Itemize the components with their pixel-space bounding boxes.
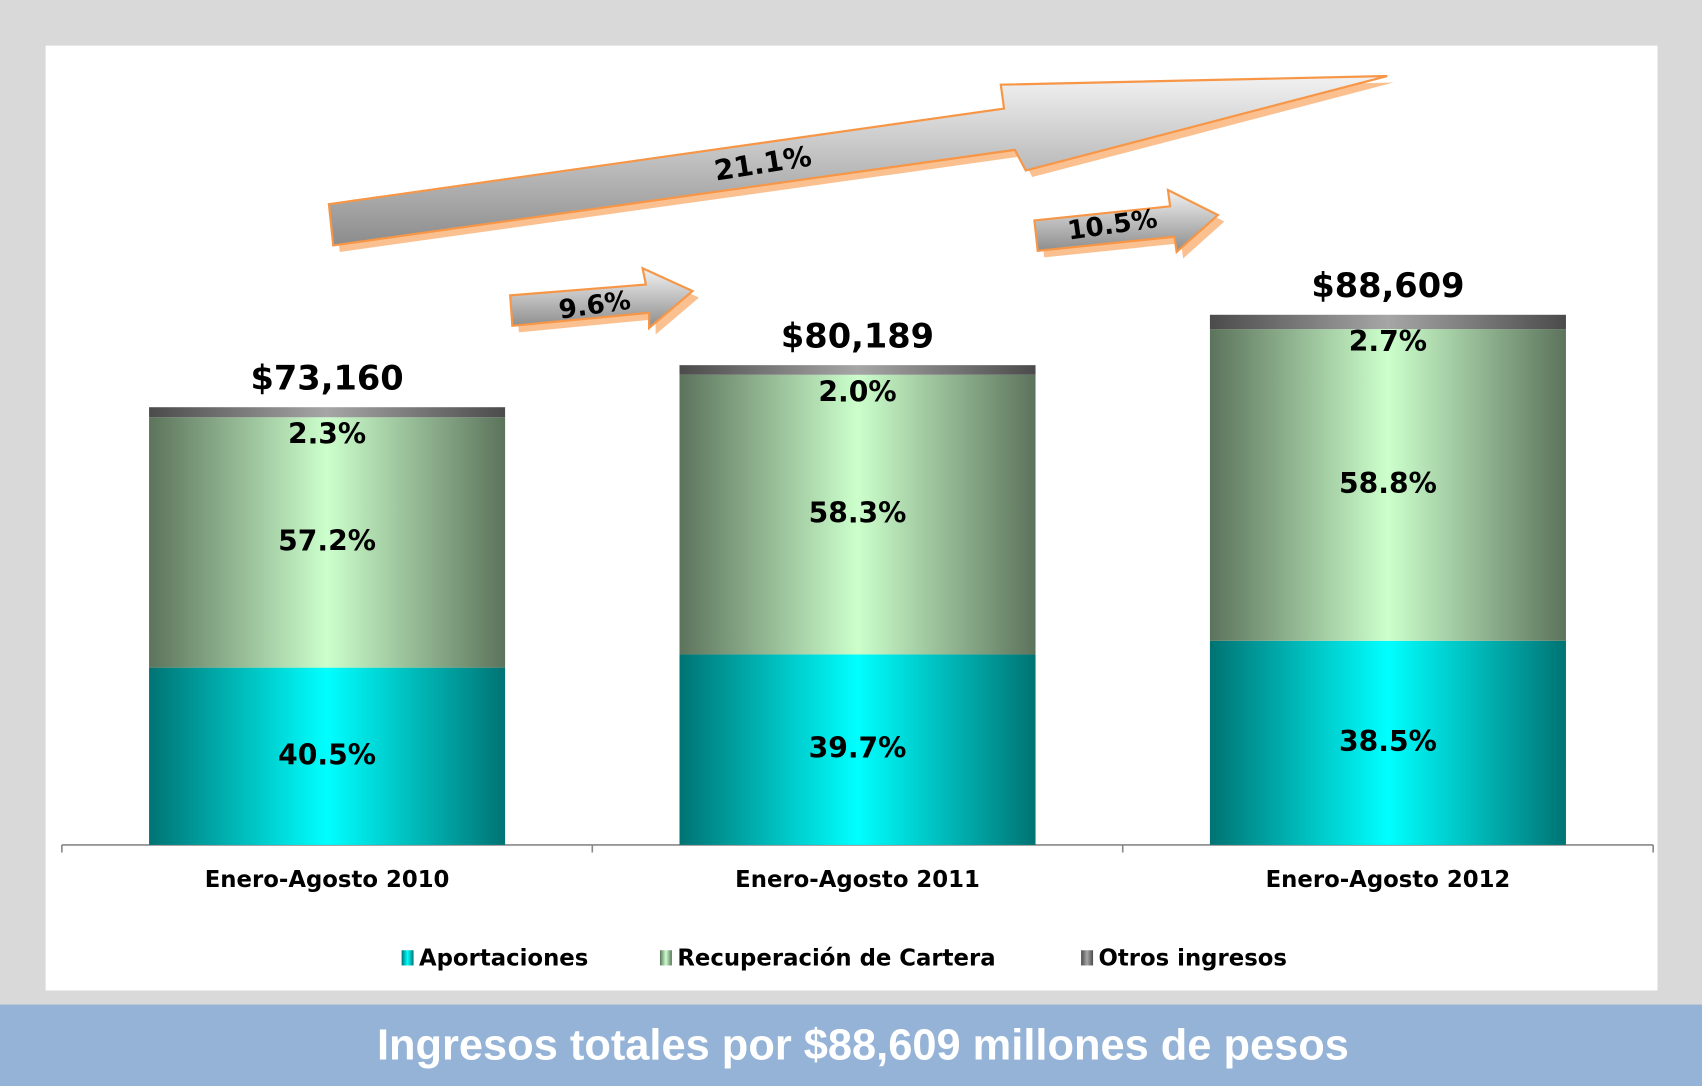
legend-swatch: [659, 950, 672, 966]
x-tick-label: Enero-Agosto 2012: [1266, 867, 1511, 893]
bar-segment: [149, 667, 506, 845]
bar-segment: [679, 654, 1036, 845]
bar-segment: [1209, 640, 1566, 845]
legend-label: Aportaciones: [419, 945, 588, 971]
bar-segment: [1209, 329, 1566, 641]
x-tick-label: Enero-Agosto 2011: [735, 867, 980, 893]
total-label: $80,189: [781, 316, 934, 355]
arrow: [1033, 188, 1220, 255]
data-label: 39.7%: [809, 732, 907, 765]
bar-segment: [679, 374, 1036, 655]
data-label: 2.7%: [1349, 325, 1427, 358]
growth-arrow: 9.6%: [509, 266, 700, 335]
data-label: 2.3%: [288, 417, 366, 450]
footer-text: Ingresos totales por $88,609 millones de…: [377, 1021, 1349, 1069]
arrow: [327, 74, 1388, 247]
total-label: $88,609: [1311, 266, 1464, 305]
data-label: 58.3%: [809, 497, 907, 530]
legend-label: Recuperación de Cartera: [677, 945, 995, 971]
data-label: 2.0%: [818, 375, 896, 408]
bar-segment: [1209, 314, 1566, 330]
data-label: 57.2%: [278, 524, 376, 557]
bar-segment: [149, 407, 506, 418]
footer-bar: [0, 1004, 1702, 1086]
total-label: $73,160: [250, 359, 403, 398]
arrow: [509, 266, 695, 331]
legend-swatch: [401, 950, 414, 966]
data-label: 38.5%: [1339, 725, 1437, 758]
data-label: 58.8%: [1339, 467, 1437, 500]
legend-swatch: [1081, 950, 1094, 966]
x-tick-label: Enero-Agosto 2010: [205, 867, 450, 893]
data-label: 40.5%: [278, 738, 376, 771]
growth-arrow: 10.5%: [1033, 188, 1225, 259]
bar-segment: [679, 365, 1036, 375]
legend-label: Otros ingresos: [1098, 945, 1287, 971]
growth-arrow: 21.1%: [327, 74, 1394, 252]
bar-segment: [149, 417, 506, 668]
